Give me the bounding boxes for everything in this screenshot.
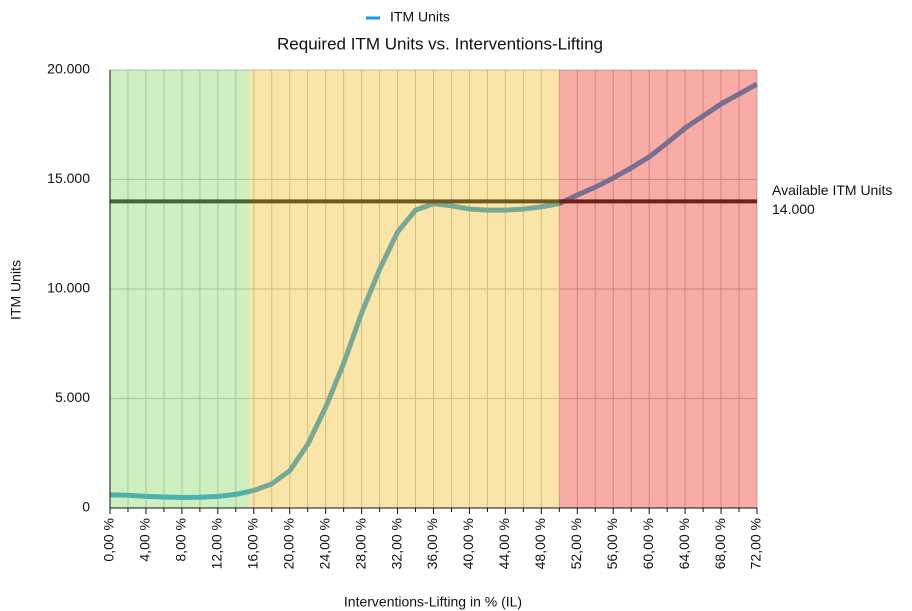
x-tick-label: 24,00 %: [316, 518, 332, 569]
x-axis-label: Interventions-Lifting in % (IL): [344, 594, 522, 610]
x-tick-label: 52,00 %: [568, 518, 584, 569]
legend-label: ITM Units: [390, 9, 450, 25]
x-tick-label: 12,00 %: [209, 518, 225, 569]
zone: [110, 70, 250, 508]
x-tick-label: 60,00 %: [640, 518, 656, 569]
x-tick-label: 56,00 %: [604, 518, 620, 569]
x-tick-label: 72,00 %: [748, 518, 764, 569]
reference-value-label: 14.000: [772, 201, 815, 217]
y-axis-label: ITM Units: [8, 260, 24, 320]
zone: [249, 70, 560, 508]
x-tick-label: 16,00 %: [244, 518, 260, 569]
x-tick-label: 0,00 %: [101, 518, 117, 562]
series-line: [109, 81, 759, 500]
x-tick-label: 64,00 %: [676, 518, 692, 569]
chart-title: Required ITM Units vs. Interventions-Lif…: [277, 34, 603, 53]
x-tick-label: 8,00 %: [173, 518, 189, 562]
x-tick-label: 48,00 %: [532, 518, 548, 569]
x-tick-label: 44,00 %: [496, 518, 512, 569]
y-tick-label: 0: [82, 499, 90, 515]
y-tick-label: 5.000: [55, 389, 90, 405]
y-tick-label: 10.000: [47, 280, 90, 296]
zone: [559, 70, 757, 508]
y-tick-label: 15.000: [47, 170, 90, 186]
y-tick-label: 20.000: [47, 61, 90, 77]
x-tick-label: 68,00 %: [712, 518, 728, 569]
x-tick-label: 32,00 %: [388, 518, 404, 569]
x-tick-label: 36,00 %: [424, 518, 440, 569]
x-tick-label: 20,00 %: [280, 518, 296, 569]
x-tick-label: 28,00 %: [352, 518, 368, 569]
reference-label: Available ITM Units: [772, 182, 892, 198]
x-tick-label: 4,00 %: [137, 518, 153, 562]
x-tick-label: 40,00 %: [460, 518, 476, 569]
